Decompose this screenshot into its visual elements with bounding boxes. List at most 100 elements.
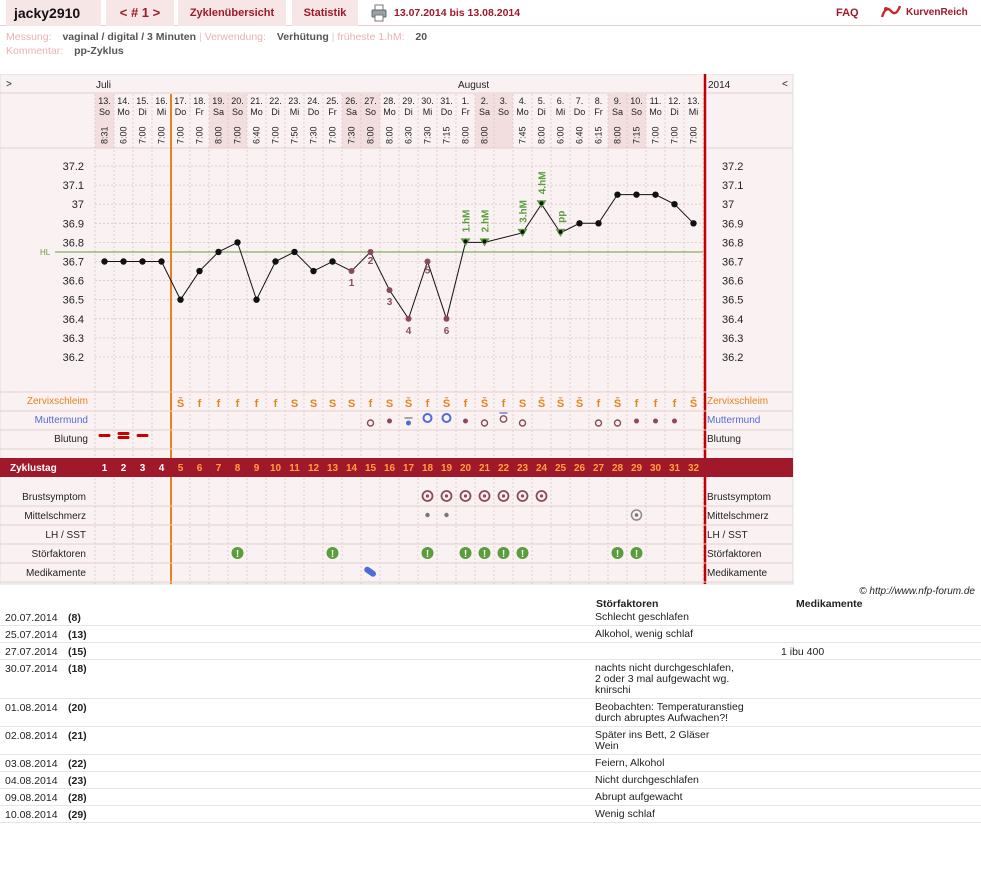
notes-date: 10.08.2014 — [5, 809, 58, 821]
notes-stoerfaktor: Alkohol, wenig schlaf — [595, 628, 694, 640]
muttermund-symbol — [518, 419, 527, 427]
notes-cycle-day: (21) — [68, 730, 87, 742]
row-label-right-mittel: Mittelschmerz — [707, 511, 769, 522]
temperature-point — [329, 258, 336, 265]
day-time: 6:40 — [252, 126, 262, 144]
temperature-point-numbered — [405, 315, 412, 322]
stoerfaktor-icon-mark: ! — [464, 549, 467, 560]
y-tick-left: 37.2 — [63, 161, 84, 173]
muttermund-symbol — [441, 413, 452, 423]
day-date: 18. — [193, 96, 206, 106]
messung-value: vaginal / digital / 3 Minuten — [62, 31, 197, 43]
day-time: 7:45 — [518, 126, 528, 144]
cycle-day-number: 23 — [517, 463, 529, 474]
temperature-point — [539, 201, 544, 206]
faq-link[interactable]: FAQ — [836, 7, 859, 19]
day-time: 8:31 — [100, 126, 110, 144]
day-weekday: Mi — [157, 107, 167, 117]
cycle-day-number: 5 — [178, 463, 184, 474]
day-date: 25. — [326, 96, 339, 106]
muttermund-symbol — [480, 419, 489, 427]
weekend-shade — [228, 94, 247, 148]
notes-row: 25.07.2014 (13) Alkohol, wenig schlaf — [0, 627, 981, 643]
muttermund-symbol — [463, 418, 468, 424]
bleeding-mark — [117, 432, 130, 435]
zervix-symbol: f — [597, 398, 601, 410]
day-date: 1. — [462, 96, 470, 106]
day-time: 7:30 — [423, 126, 433, 144]
nav-right-arrow: < — [782, 79, 788, 90]
y-tick-left: 37.1 — [63, 180, 84, 192]
day-weekday: Sa — [346, 107, 357, 117]
day-date: 7. — [576, 96, 584, 106]
copyright: © http://www.nfp-forum.de — [859, 586, 975, 597]
notes-header-stoerfaktoren: Störfaktoren — [596, 598, 659, 610]
breast-symptom-icon — [516, 490, 529, 502]
day-weekday: Sa — [612, 107, 623, 117]
tab-statistik[interactable]: Statistik — [292, 0, 358, 26]
tab-zyklenuebersicht[interactable]: Zyklenübersicht — [178, 0, 286, 26]
notes-row: 20.07.2014 (8) Schlecht geschlafen — [0, 610, 981, 626]
printer-icon[interactable] — [370, 4, 388, 22]
cycle-day-bar — [0, 458, 793, 477]
breast-symptom-icon — [425, 494, 430, 498]
medication-pill-icon — [364, 566, 376, 577]
notes-row: 27.07.2014 (15) 1 ibu 400 — [0, 644, 981, 660]
stoerfaktor-icon — [421, 547, 434, 559]
cycle-day-number: 7 — [216, 463, 222, 474]
muttermund-symbol — [406, 420, 411, 426]
mittelschmerz-icon — [444, 512, 449, 518]
zervix-symbol: Š — [690, 397, 697, 410]
day-weekday: Mo — [383, 107, 396, 117]
cycle-day-number: 1 — [102, 463, 108, 474]
day-weekday: Mo — [649, 107, 662, 117]
stoerfaktor-icon — [326, 547, 339, 559]
day-date: 12. — [668, 96, 681, 106]
lower-temp-number: 5 — [425, 266, 431, 277]
y-tick-left: 36.5 — [63, 295, 84, 307]
breast-symptom-icon — [444, 494, 449, 498]
cycle-day-number: 9 — [254, 463, 260, 474]
weekend-shade — [361, 94, 380, 148]
breast-symptom-icon — [501, 494, 506, 498]
muttermund-symbol — [366, 419, 375, 427]
day-time: 7:00 — [689, 126, 699, 144]
stoerfaktor-icon — [630, 547, 643, 559]
cycle-day-number: 2 — [121, 463, 127, 474]
zervix-symbol: f — [673, 398, 677, 410]
day-time: 7:30 — [309, 126, 319, 144]
day-weekday: Di — [138, 107, 147, 117]
zervix-symbol: Š — [538, 397, 545, 410]
cycle-navigation[interactable]: < # 1 > — [106, 0, 174, 26]
cycle-day-number: 14 — [346, 463, 358, 474]
zervix-symbol: Š — [614, 397, 621, 410]
notes-row: 03.08.2014 (22) Feiern, Alkohol — [0, 756, 981, 772]
y-tick-right: 37.1 — [722, 180, 743, 192]
cycle-day-number: 28 — [612, 463, 624, 474]
cycle-day-number: 4 — [159, 463, 165, 474]
day-date: 22. — [269, 96, 282, 106]
row-label-right-mumu: Muttermund — [707, 415, 760, 426]
day-weekday: Fr — [195, 107, 204, 117]
logo-text[interactable]: KurvenReich — [906, 7, 968, 18]
notes-row: 04.08.2014 (23) Nicht durchgeschlafen — [0, 773, 981, 789]
notes-cycle-day: (23) — [68, 775, 87, 787]
notes-cycle-day: (13) — [68, 629, 87, 641]
notes-stoerfaktor: nachts nicht durchgeschlafen, 2 oder 3 m… — [595, 662, 734, 696]
notes-cycle-day: (20) — [68, 702, 87, 714]
breast-symptom-icon — [482, 494, 487, 498]
breast-symptom-icon — [463, 494, 468, 498]
cycle-day-number: 26 — [574, 463, 586, 474]
notes-header-medikamente: Medikamente — [796, 598, 863, 610]
stoerfaktor-icon-mark: ! — [502, 549, 505, 560]
lower-temp-number: 3 — [387, 297, 393, 308]
zervix-symbol: f — [255, 398, 259, 410]
y-tick-left: 36.7 — [63, 257, 84, 269]
cycle-day-label: Zyklustag — [10, 463, 57, 474]
day-date: 26. — [345, 96, 358, 106]
cycle-day-number: 20 — [460, 463, 472, 474]
temperature-point-numbered — [348, 268, 355, 275]
stoerfaktor-icon — [459, 547, 472, 559]
notes-cycle-day: (8) — [68, 612, 81, 624]
notes-date: 27.07.2014 — [5, 646, 58, 658]
